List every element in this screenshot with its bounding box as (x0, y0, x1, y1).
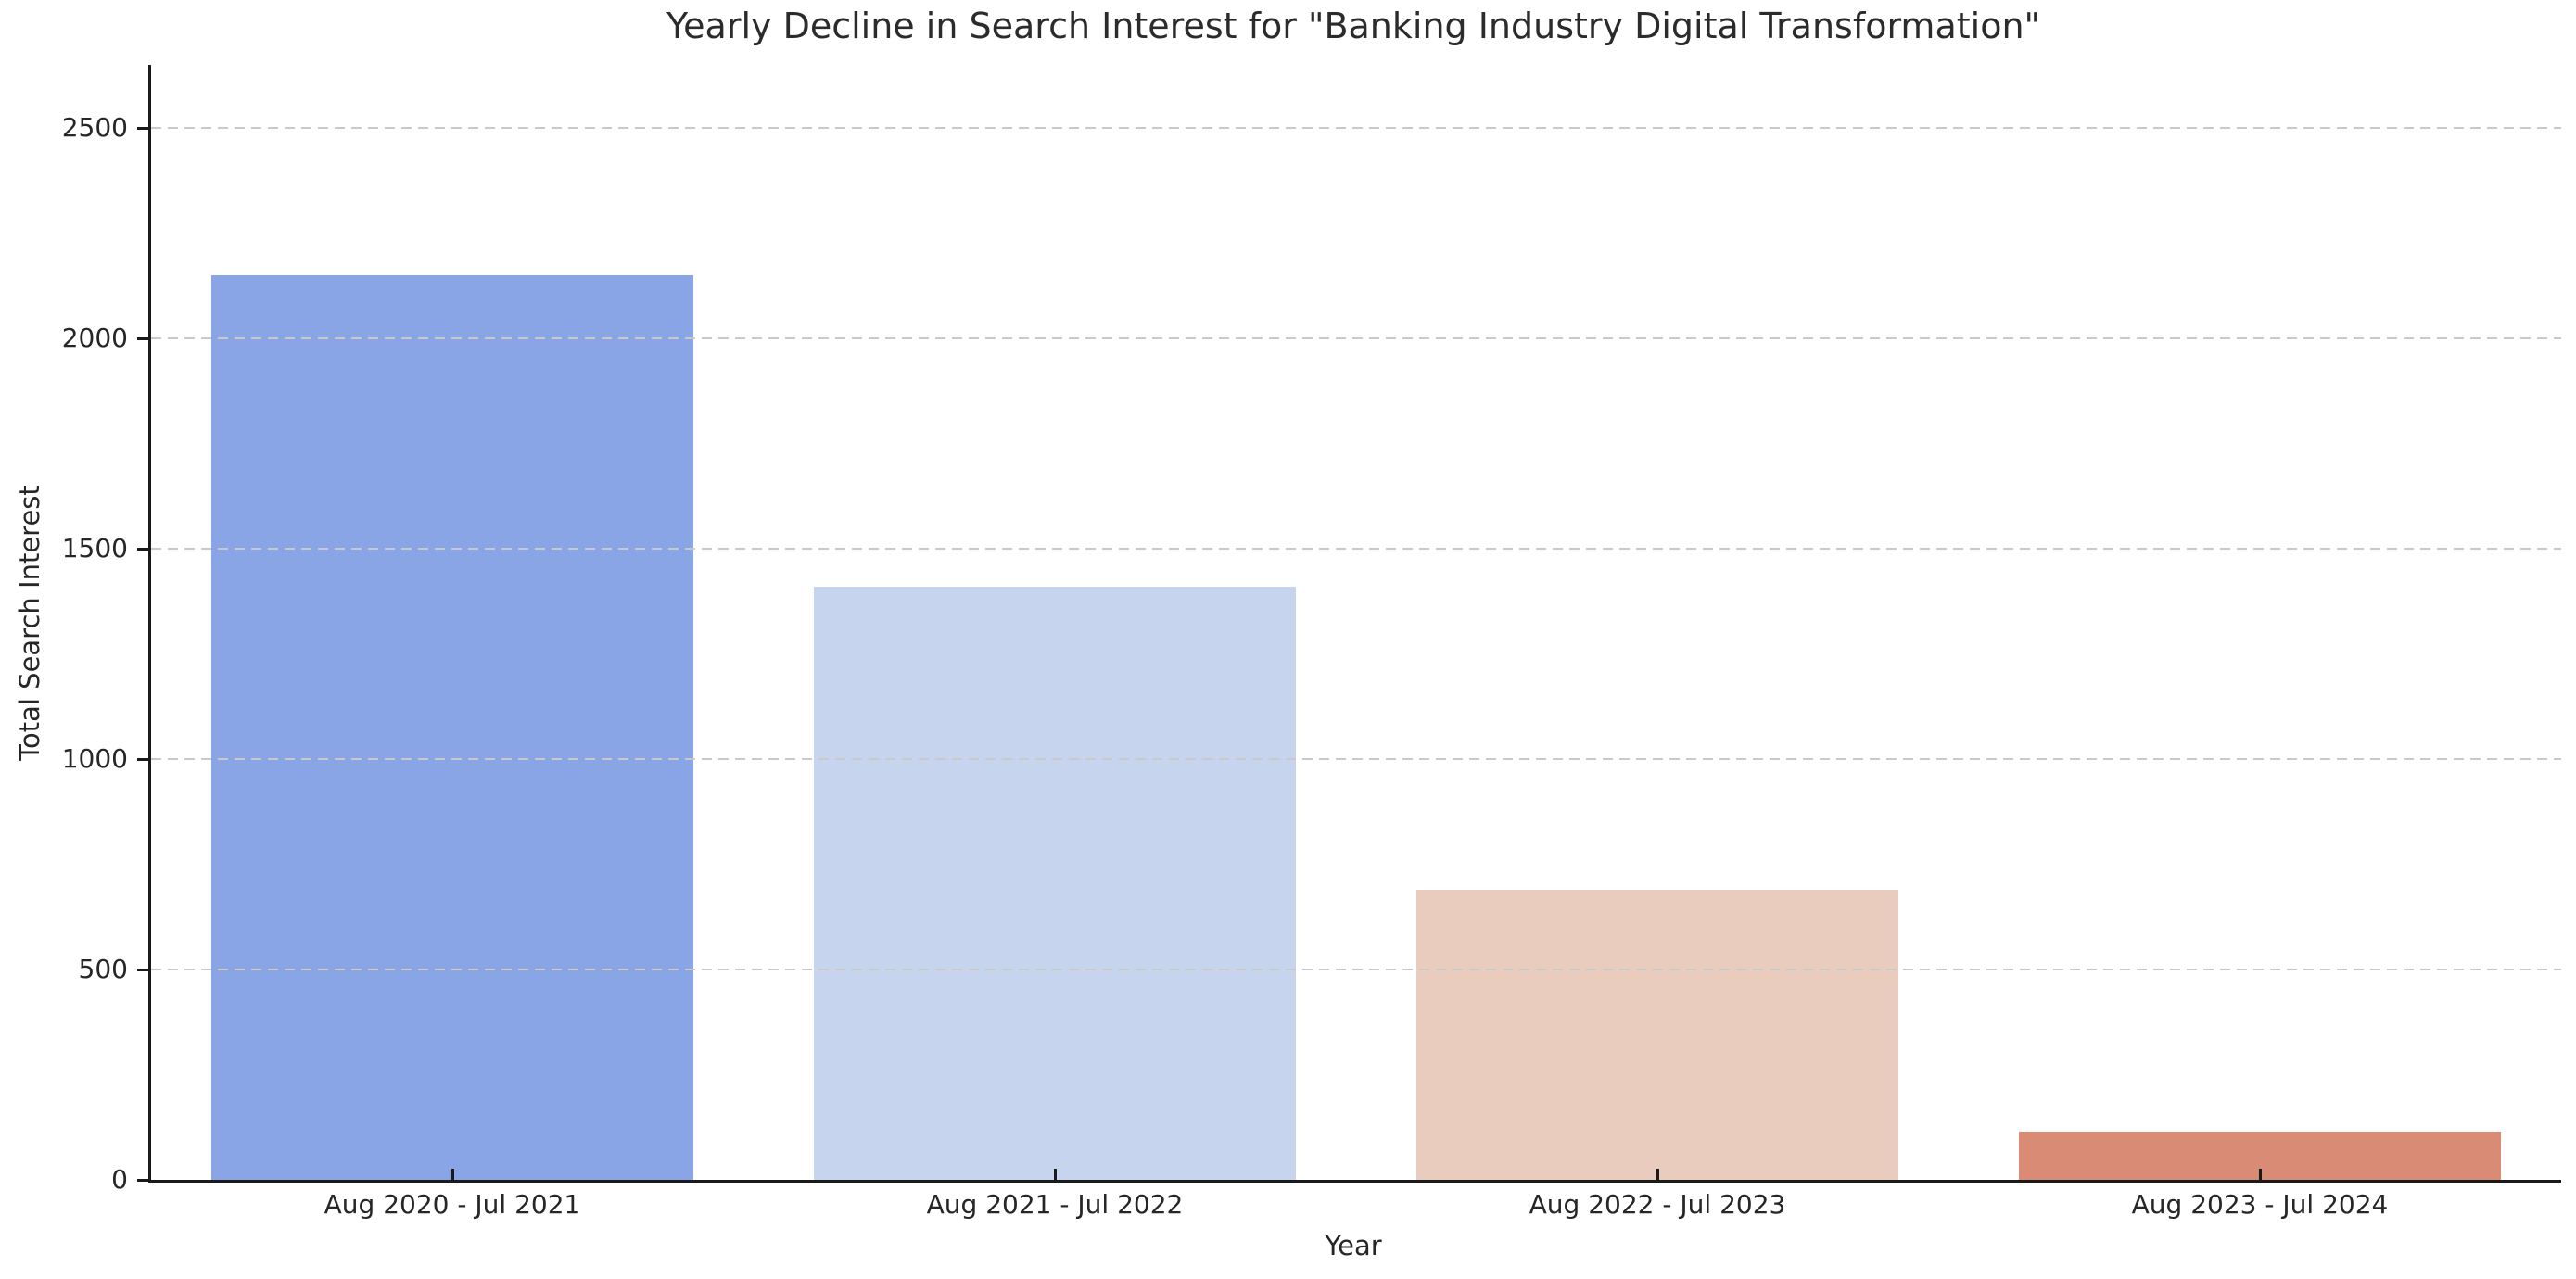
y-tick-mark (137, 968, 148, 971)
y-gridline (151, 969, 2561, 971)
y-tick-mark (137, 336, 148, 340)
x-tick-label: Aug 2022 - Jul 2023 (1529, 1189, 1786, 1220)
y-tick-mark (137, 757, 148, 761)
y-axis-label: Total Search Interest (14, 485, 45, 761)
x-tick-mark (1656, 1169, 1659, 1180)
y-tick-label: 2500 (61, 112, 128, 144)
bar-Aug 2021 - Jul 2022 (814, 586, 1296, 1180)
y-gridline (151, 758, 2561, 761)
y-gridline (151, 548, 2561, 551)
y-tick-mark (137, 126, 148, 130)
y-gridline (151, 337, 2561, 340)
x-tick-mark (2258, 1169, 2262, 1180)
y-tick-label: 500 (78, 954, 128, 985)
x-tick-mark (450, 1169, 454, 1180)
x-tick-label: Aug 2023 - Jul 2024 (2131, 1189, 2389, 1220)
x-tick-label: Aug 2020 - Jul 2021 (324, 1189, 581, 1220)
y-tick-label: 0 (111, 1164, 128, 1195)
y-gridline (151, 127, 2561, 130)
x-tick-mark (1053, 1169, 1057, 1180)
y-tick-label: 1000 (61, 743, 128, 775)
y-tick-label: 1500 (61, 533, 128, 564)
plot-area: 0 500 1000 1500 2000 2500 Aug 2020 - Jul 2021 A… (62, 65, 2561, 1220)
y-tick-mark (137, 547, 148, 551)
chart-title: Yearly Decline in Search Interest for "B… (666, 6, 2040, 46)
x-tick-label: Aug 2021 - Jul 2022 (926, 1189, 1184, 1220)
x-axis-label: Year (1325, 1230, 1382, 1261)
bar-Aug 2022 - Jul 2023 (1416, 889, 1898, 1180)
y-tick-mark (137, 1178, 148, 1182)
y-tick-label: 2000 (61, 323, 128, 354)
bar-Aug 2020 - Jul 2021 (211, 274, 693, 1180)
